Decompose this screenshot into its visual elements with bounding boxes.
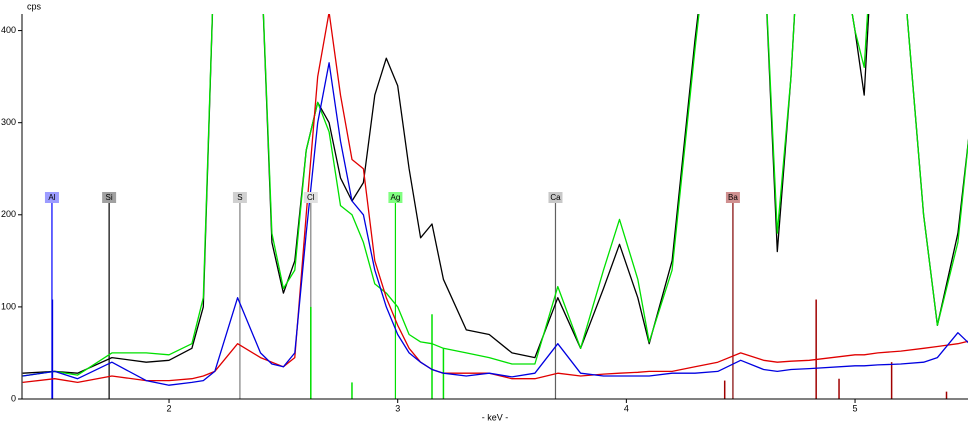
spectrum-line	[22, 14, 968, 384]
element-label: Ca	[550, 193, 561, 202]
element-label-bg	[102, 192, 117, 203]
element-label: Al	[48, 193, 55, 202]
element-label-bg	[548, 192, 563, 203]
element-label: Cl	[307, 193, 315, 202]
x-tick-label: 4	[624, 403, 629, 413]
spectrum-line	[22, 62, 968, 386]
x-axis-label: - keV -	[482, 412, 509, 422]
y-tick-label: 300	[1, 117, 16, 127]
x-tick-label: 2	[167, 403, 172, 413]
element-label-bg	[232, 192, 247, 203]
plot-area	[22, 14, 968, 399]
element-label: Ag	[391, 193, 401, 202]
y-tick-label: 0	[11, 393, 16, 403]
element-label: Ba	[728, 193, 738, 202]
element-label-bg	[303, 192, 318, 203]
x-tick-label: 3	[395, 403, 400, 413]
y-tick-label: 400	[1, 25, 16, 35]
spectrum-line	[22, 14, 968, 374]
y-tick-label: 100	[1, 301, 16, 311]
y-axis-label: cps	[27, 1, 42, 11]
y-tick-label: 200	[1, 209, 16, 219]
element-label-bg	[388, 192, 403, 203]
x-tick-label: 5	[853, 403, 858, 413]
element-label-bg	[725, 192, 740, 203]
element-label-bg	[44, 192, 59, 203]
spectrum-line	[22, 14, 968, 377]
element-label: Si	[106, 193, 113, 202]
element-label: S	[237, 193, 242, 202]
